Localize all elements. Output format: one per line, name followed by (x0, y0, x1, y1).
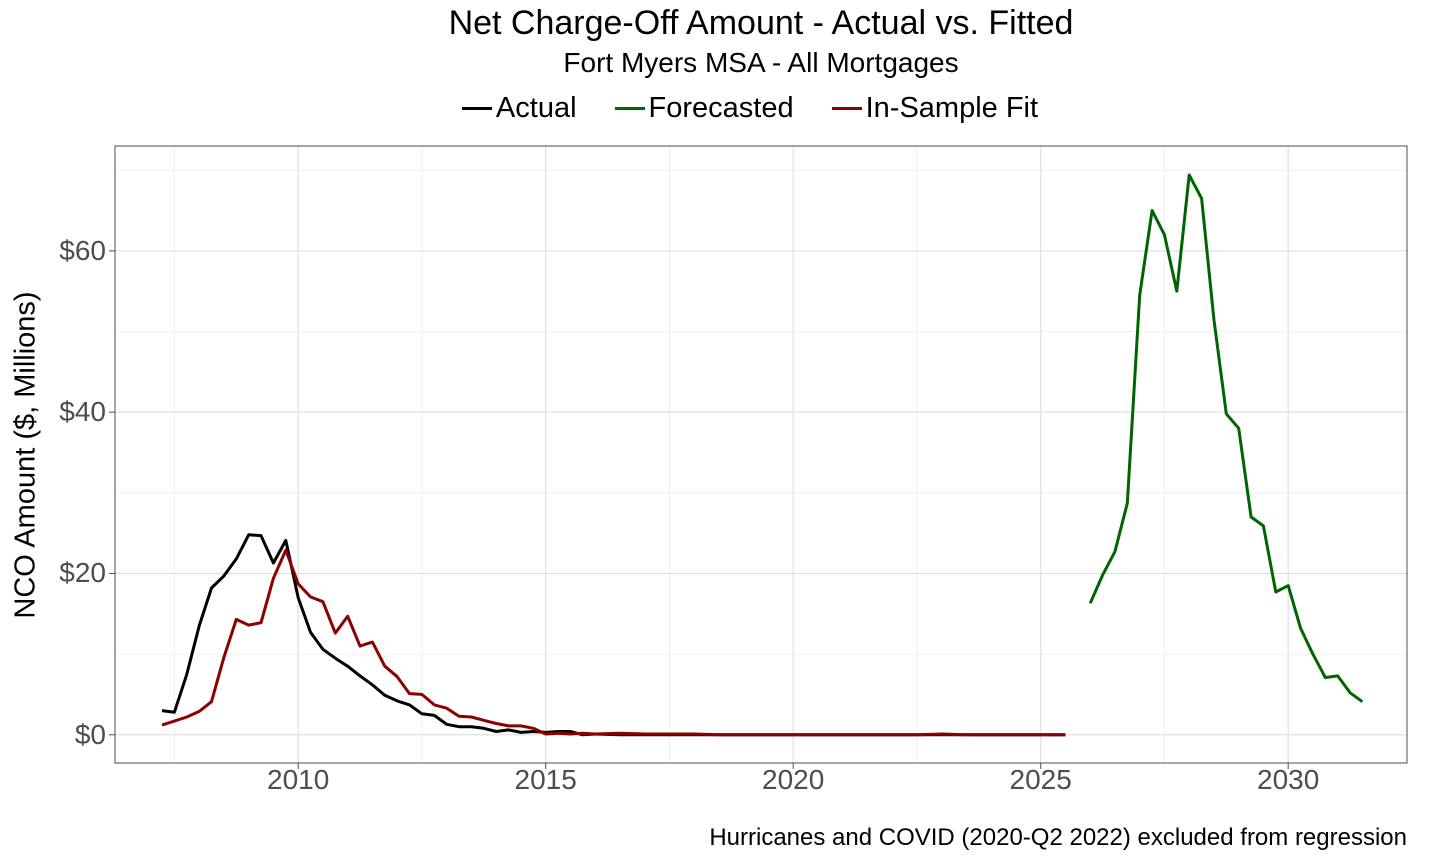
panel-border (114, 145, 1408, 764)
x-tick-label: 2025 (1009, 764, 1072, 795)
x-tick-label: 2030 (1257, 764, 1320, 795)
legend-key-forecasted (614, 107, 645, 110)
legend-item-actual: Actual (461, 92, 577, 125)
y-axis-title: NCO Amount ($, Millions) (9, 291, 42, 619)
series-line-actual (161, 533, 1066, 737)
y-tick-label: $60 (59, 234, 106, 266)
chart-title: Net Charge-Off Amount - Actual vs. Fitte… (448, 4, 1074, 42)
legend-label-forecasted: Forecasted (648, 92, 794, 124)
legend-key-in-sample-fit (831, 107, 862, 110)
series-line-in-sample-fit (161, 548, 1066, 737)
chart-subtitle: Fort Myers MSA - All Mortgages (563, 47, 959, 78)
grid (109, 146, 1407, 769)
legend-item-forecasted: Forecasted (614, 92, 794, 125)
legend-label-in-sample-fit: In-Sample Fit (865, 92, 1039, 124)
series-line-forecasted (1088, 173, 1364, 703)
legend-label-actual: Actual (495, 92, 577, 124)
series-lines (161, 173, 1364, 737)
legend-item-in-sample-fit: In-Sample Fit (831, 92, 1039, 125)
x-tick-label: 2015 (514, 764, 577, 795)
y-tick-label: $20 (59, 557, 106, 589)
legend-key-actual (461, 107, 492, 110)
chart-caption: Hurricanes and COVID (2020-Q2 2022) excl… (709, 824, 1407, 851)
x-tick-label: 2020 (762, 764, 825, 795)
y-tick-label: $0 (74, 718, 106, 750)
y-tick-label: $40 (59, 396, 106, 428)
x-tick-label: 2010 (267, 764, 330, 795)
legend: Actual Forecasted In-Sample Fit (0, 92, 1431, 125)
